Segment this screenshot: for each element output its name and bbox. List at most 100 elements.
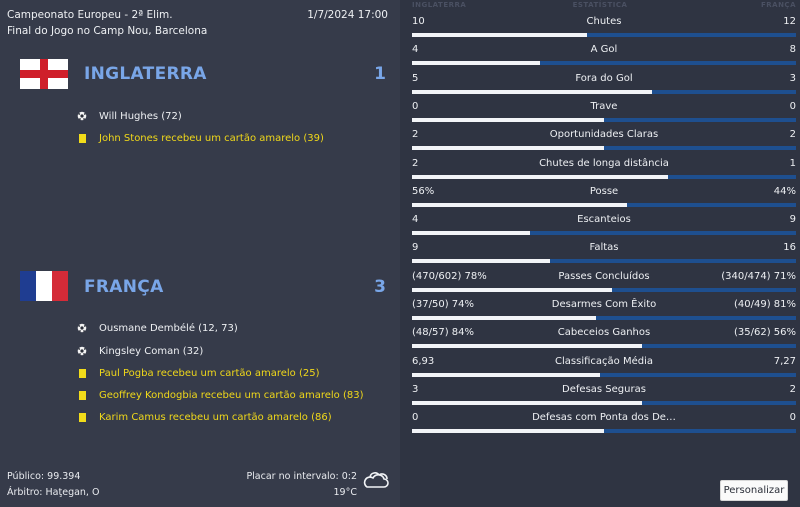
stat-row[interactable]: 0 Defesas com Ponta dos De… 0 (412, 409, 796, 437)
stat-home-value: 2 (412, 129, 419, 141)
away-event-card: Paul Pogba recebeu um cartão amarelo (25… (76, 365, 320, 381)
stat-home-value: 56% (412, 185, 435, 197)
stat-label: Oportunidades Claras (549, 129, 659, 141)
statistics-panel: INGLATERRA ESTATÍSTICA FRANÇA (400, 0, 800, 507)
stat-away-value: 1 (789, 157, 796, 169)
stat-home-share-fill (412, 33, 587, 37)
stat-label: Fora do Gol (575, 72, 633, 84)
stat-row[interactable]: 9 Faltas 16 (412, 239, 796, 267)
stat-row[interactable]: 5 Fora do Gol 3 (412, 70, 796, 98)
stat-away-value: 3 (789, 72, 796, 84)
home-event-goal: Will Hughes (72) (76, 108, 182, 124)
ball-icon (76, 345, 88, 357)
stat-away-value: (340/474) 71% (721, 270, 796, 282)
stat-label: Passes Concluídos (558, 270, 650, 282)
stat-comparison-bar (412, 231, 796, 236)
stat-home-value: 0 (412, 100, 419, 112)
temperature-label: 19°C (333, 487, 357, 498)
stat-label: Trave (590, 100, 618, 112)
stat-row[interactable]: 4 A Gol 8 (412, 41, 796, 69)
stat-row[interactable]: 6,93 Classificação Média 7,27 (412, 353, 796, 381)
ball-icon (76, 110, 88, 122)
stats-header-title: ESTATÍSTICA (572, 1, 628, 9)
stat-label: Classificação Média (555, 355, 653, 367)
stat-home-share-fill (412, 117, 604, 122)
stat-home-value: 0 (412, 412, 419, 424)
stat-home-value: (48/57) 84% (412, 327, 475, 339)
stat-row[interactable]: 2 Oportunidades Claras 2 (412, 126, 796, 154)
event-text[interactable]: Will Hughes (72) (99, 110, 182, 122)
event-text[interactable]: John Stones recebeu um cartão amarelo (3… (99, 132, 324, 144)
stat-away-value: 0 (789, 412, 796, 424)
cloudy-icon (362, 468, 390, 490)
home-team-name[interactable]: INGLATERRA (84, 64, 207, 84)
attendance-label: Público: 99.394 (7, 471, 81, 482)
stat-home-share-fill (412, 344, 643, 349)
stat-home-share-fill (412, 429, 604, 434)
yellow-card-icon (76, 411, 88, 423)
stat-home-share-fill (412, 400, 643, 405)
england-flag-icon (20, 59, 68, 89)
stat-home-value: 4 (412, 44, 419, 56)
stat-comparison-bar (412, 400, 796, 405)
customize-button[interactable]: Personalizar (720, 480, 788, 501)
stat-row[interactable]: 10 Chutes 12 (412, 13, 796, 41)
referee-label[interactable]: Árbitro: Haţegan, O (7, 487, 100, 498)
away-team-score: 3 (374, 277, 386, 297)
stat-row[interactable]: (470/602) 78% Passes Concluídos (340/474) … (412, 268, 796, 296)
away-event-card: Geoffrey Kondogbia recebeu um cartão ama… (76, 387, 364, 403)
event-text[interactable]: Geoffrey Kondogbia recebeu um cartão ama… (99, 389, 364, 401)
stat-comparison-bar (412, 61, 796, 66)
stat-home-value: 2 (412, 157, 419, 169)
away-team-name[interactable]: FRANÇA (84, 277, 164, 297)
stat-row[interactable]: 2 Chutes de longa distância 1 (412, 155, 796, 183)
stat-comparison-bar (412, 174, 796, 179)
stat-home-share-fill (412, 287, 612, 292)
stat-label: Defesas Seguras (562, 383, 646, 395)
stat-row[interactable]: 0 Trave 0 (412, 98, 796, 126)
stat-label: Faltas (589, 242, 619, 254)
stat-comparison-bar (412, 344, 796, 349)
stat-home-share-fill (412, 61, 540, 66)
away-event-goal: Kingsley Coman (32) (76, 343, 203, 359)
stat-comparison-bar (412, 372, 796, 377)
event-text[interactable]: Kingsley Coman (32) (99, 345, 204, 357)
stat-home-value: 6,93 (412, 355, 435, 367)
stat-away-value: 44% (773, 185, 796, 197)
match-venue: Final do Jogo no Camp Nou, Barcelona (7, 25, 208, 37)
yellow-card-icon (76, 389, 88, 401)
stat-row[interactable]: 3 Defesas Seguras 2 (412, 381, 796, 409)
event-text[interactable]: Karim Camus recebeu um cartão amarelo (8… (99, 411, 332, 423)
stat-away-value: 8 (789, 44, 796, 56)
yellow-card-icon (76, 132, 88, 144)
stat-away-value: 16 (783, 242, 796, 254)
stat-comparison-bar (412, 259, 796, 264)
stat-home-value: 9 (412, 242, 419, 254)
stat-row[interactable]: (48/57) 84% Cabeceios Ganhos (35/62) 56% (412, 324, 796, 352)
match-datetime: 1/7/2024 17:00 (307, 9, 388, 21)
home-team-score: 1 (374, 64, 386, 84)
event-text[interactable]: Paul Pogba recebeu um cartão amarelo (25… (99, 367, 320, 379)
stat-row[interactable]: (37/50) 74% Desarmes Com Êxito (40/49) 81% (412, 296, 796, 324)
yellow-card-icon (76, 367, 88, 379)
stat-comparison-bar (412, 89, 796, 94)
away-event-card: Karim Camus recebeu um cartão amarelo (8… (76, 409, 332, 425)
stat-comparison-bar (412, 316, 796, 320)
ball-icon (76, 322, 88, 334)
stat-label: Chutes de longa distância (539, 157, 669, 169)
event-text[interactable]: Ousmane Dembélé (12, 73) (99, 322, 238, 334)
stat-label: Desarmes Com Êxito (551, 299, 657, 310)
stat-row[interactable]: 56% Posse 44% (412, 183, 796, 211)
stats-header-away: FRANÇA (760, 1, 796, 9)
stat-home-value: 10 (412, 16, 425, 27)
stat-label: A Gol (590, 44, 618, 56)
stat-comparison-bar (412, 117, 796, 122)
stat-home-share-fill (412, 174, 669, 179)
france-flag-icon (20, 271, 68, 301)
stat-row[interactable]: 4 Escanteios 9 (412, 211, 796, 239)
stat-comparison-bar (412, 33, 796, 37)
stat-home-share-fill (412, 372, 601, 377)
stat-home-share-fill (412, 202, 628, 207)
stat-home-value: (37/50) 74% (412, 299, 475, 310)
stat-label: Chutes (586, 16, 622, 27)
